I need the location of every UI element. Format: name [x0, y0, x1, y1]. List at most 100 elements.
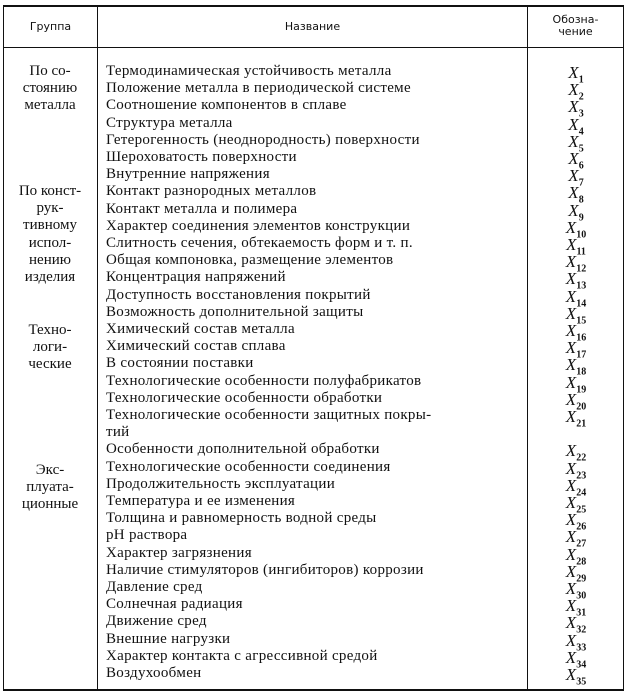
symbol-letter: X: [565, 372, 577, 392]
symbol-letter: X: [565, 389, 577, 409]
row-symbol: X4: [528, 115, 624, 141]
symbol-letter: X: [565, 458, 577, 478]
row-symbol: X10: [528, 219, 624, 244]
row-name: Особенности дополнительной обработки: [106, 441, 380, 458]
row-symbol: X24: [528, 477, 624, 502]
row-name: Термодинамическая устойчивость металла: [106, 63, 392, 79]
symbol-index: 10: [576, 229, 587, 241]
row-name: Технологические особенности полуфабрикат…: [106, 372, 422, 389]
symbol-letter: X: [565, 544, 577, 564]
symbol-letter: X: [568, 183, 579, 203]
symbol-letter: X: [565, 579, 577, 598]
row-symbol: X35: [528, 666, 624, 691]
symbol-letter: X: [568, 80, 579, 100]
row-symbol: X34: [528, 649, 624, 674]
symbol-index: 14: [576, 297, 587, 309]
symbol-index: 16: [576, 332, 587, 344]
symbol-letter: X: [568, 200, 579, 220]
row-symbol: X5: [528, 133, 624, 158]
symbol-index: 3: [578, 108, 584, 120]
symbol-index: 33: [576, 641, 587, 653]
row-symbol: X12: [528, 253, 624, 278]
symbol-index: 7: [578, 177, 584, 189]
row-name: Солнечная радиация: [106, 596, 243, 613]
symbol-letter: X: [566, 235, 577, 254]
header-rule: [3, 47, 624, 48]
row-symbol: X31: [528, 597, 624, 622]
row-name: Доступность восстановления покрытий: [106, 286, 371, 303]
symbol-letter: X: [565, 252, 577, 272]
column-rule: [97, 5, 98, 691]
row-name: Структура металла: [106, 114, 233, 131]
row-name: pH раствора: [106, 527, 188, 544]
row-name: В состоянии поставки: [106, 355, 254, 372]
symbol-index: 29: [576, 573, 587, 585]
symbol-index: 6: [578, 160, 584, 172]
group-label: По конст- рук- тивному испол- нению изде…: [18, 183, 82, 286]
symbol-index: 18: [576, 366, 587, 378]
symbol-index: 1: [578, 74, 584, 86]
row-symbol: X28: [528, 544, 624, 571]
symbol-letter: X: [565, 338, 577, 358]
row-symbol: X17: [528, 339, 624, 364]
table-border: [3, 5, 4, 691]
symbol-index: 32: [576, 624, 587, 636]
symbol-index: 4: [578, 125, 584, 137]
symbol-letter: X: [565, 561, 577, 581]
header-group: Группа: [29, 20, 72, 33]
row-name: Технологические особенности соединения: [106, 458, 391, 475]
symbol-index: 35: [576, 676, 587, 688]
row-name: Воздухообмен: [106, 665, 202, 681]
row-name: Химический состав металла: [106, 321, 295, 337]
symbol-index: 2: [578, 91, 584, 103]
symbol-letter: X: [565, 510, 577, 530]
row-symbol: X3: [528, 98, 624, 123]
row-symbol: X6: [528, 150, 624, 175]
symbol-index: 12: [576, 263, 587, 275]
row-symbol: X19: [528, 372, 624, 399]
group-label: Техно- логи- ческие: [28, 322, 72, 373]
symbol-index: 23: [576, 469, 587, 481]
row-symbol: X32: [528, 614, 624, 639]
row-name: Технологические особенности защитных пок…: [106, 407, 432, 441]
symbol-index: 31: [576, 607, 587, 619]
row-symbol: X15: [528, 305, 624, 330]
symbol-letter: X: [565, 303, 577, 323]
row-name: Характер соединения элементов конструкци…: [106, 217, 411, 234]
row-name: Внутренние напряжения: [106, 166, 270, 183]
row-symbol: X29: [528, 563, 624, 588]
header-symbol: Обозна- чение: [552, 13, 599, 38]
header-name: Название: [284, 20, 341, 33]
row-name: Технологические особенности обработки: [106, 389, 383, 406]
row-symbol: X13: [528, 270, 624, 295]
symbol-letter: X: [565, 665, 577, 684]
row-name: Контакт разнородных металлов: [106, 183, 317, 200]
row-name: Характер контакта с агрессивной средой: [106, 647, 378, 664]
row-name: Температура и ее изменения: [106, 493, 296, 509]
row-name: Шероховатость поверхности: [106, 149, 297, 165]
row-symbol: X33: [528, 631, 624, 657]
row-symbol: X21: [528, 408, 624, 433]
symbol-letter: X: [565, 441, 577, 461]
symbol-index: 19: [576, 383, 587, 395]
symbol-letter: X: [565, 321, 577, 340]
row-name: Продолжительность эксплуатации: [106, 475, 336, 492]
symbol-letter: X: [568, 63, 579, 82]
symbol-index: 28: [576, 555, 587, 567]
symbol-index: 34: [576, 659, 587, 671]
symbol-index: 8: [578, 194, 584, 206]
row-name: Слитность сечения, обтекаемость форм и т…: [106, 235, 413, 251]
symbol-index: 11: [576, 246, 586, 258]
row-name: Общая компоновка, размещение элементов: [106, 252, 394, 269]
row-name: Давление сред: [106, 579, 203, 595]
row-symbol: X2: [528, 81, 624, 106]
row-name: Движение сред: [106, 613, 207, 630]
symbol-letter: X: [565, 269, 577, 289]
symbol-index: 27: [576, 538, 587, 550]
symbol-letter: X: [565, 475, 577, 495]
row-symbol: X11: [528, 236, 624, 261]
symbol-letter: X: [565, 407, 577, 426]
symbol-index: 25: [576, 504, 587, 516]
symbol-index: 30: [576, 590, 587, 602]
